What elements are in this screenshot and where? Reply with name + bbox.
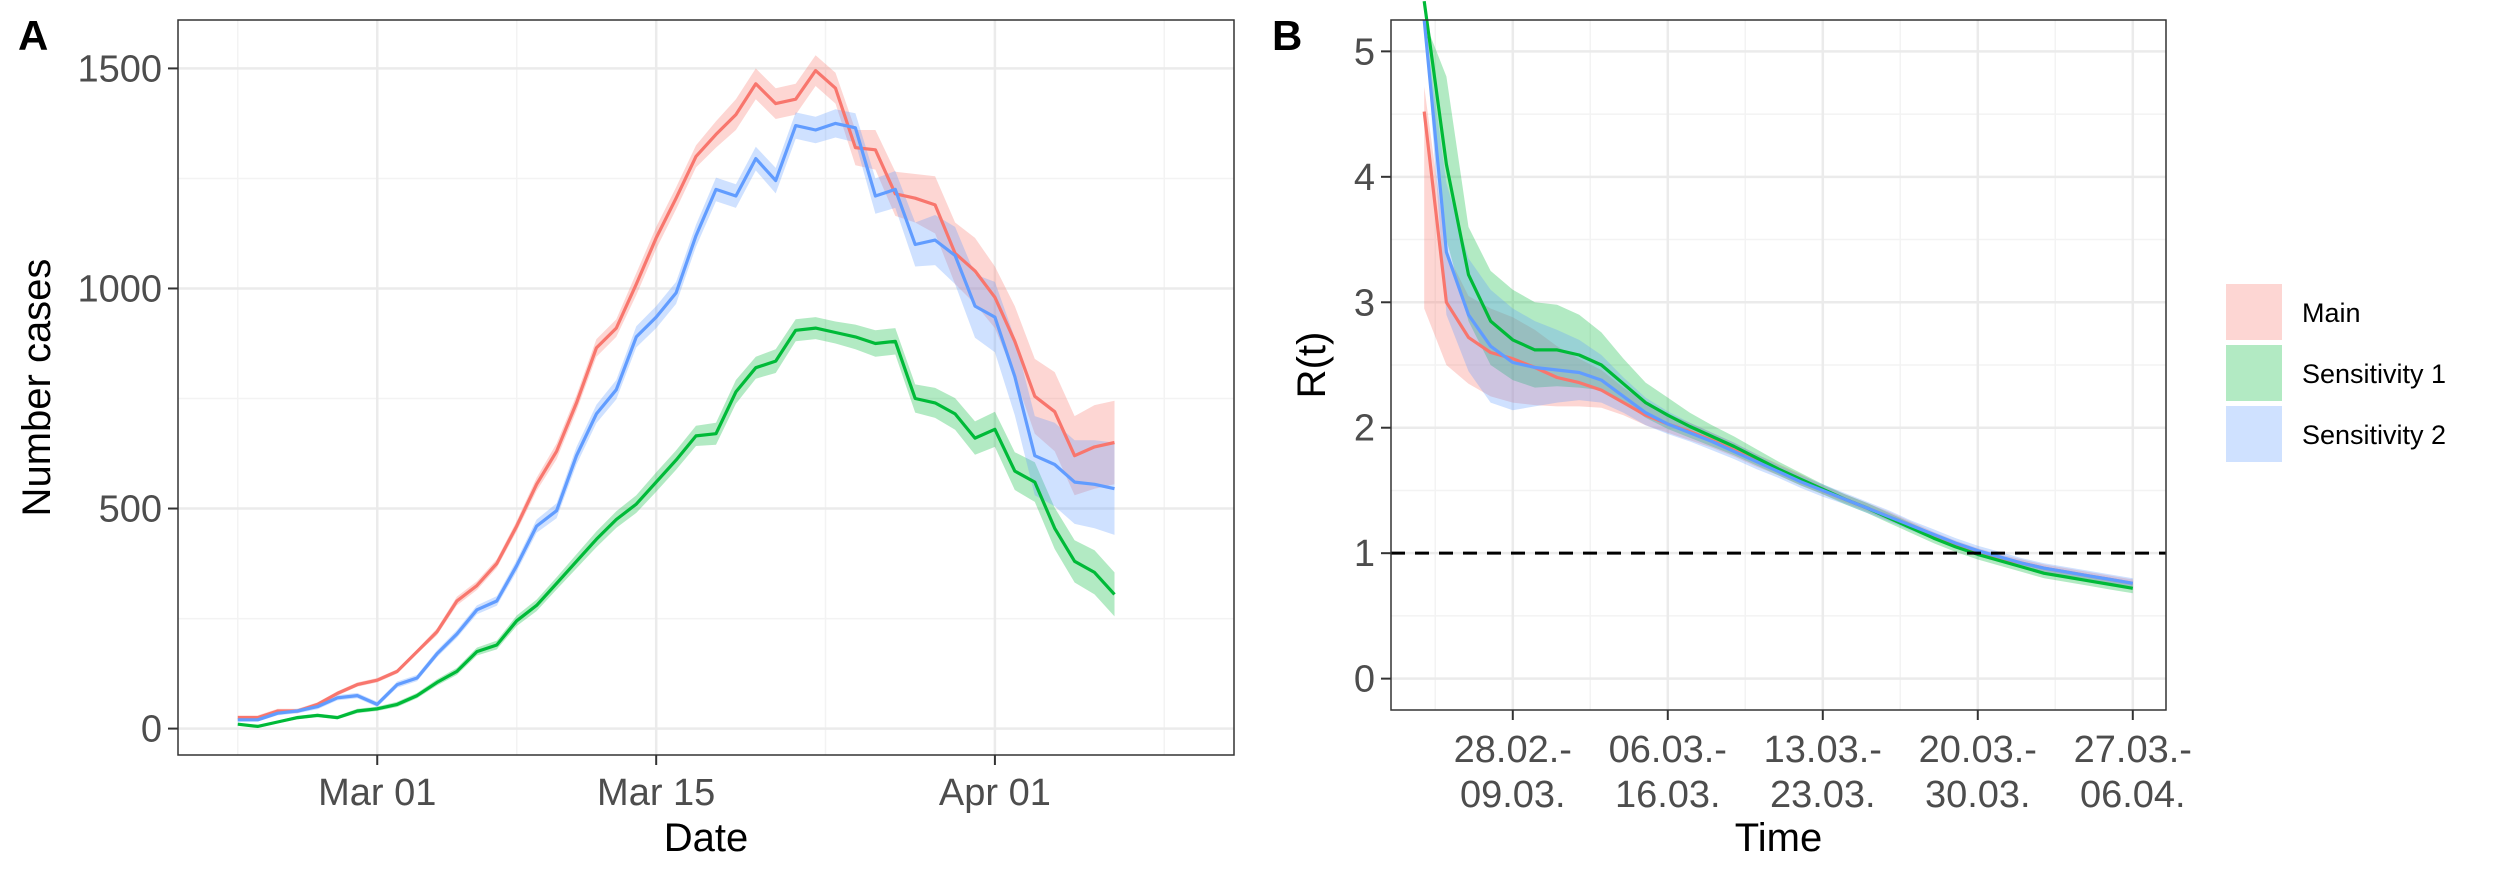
- x-tick-label-line2: 09.03.: [1460, 774, 1566, 816]
- panel-b-x-axis: 28.02.-09.03. 06.03.-16.03. 13.03.-23.03. 2…: [1454, 710, 2192, 816]
- legend-label: Sensitivity 1: [2302, 359, 2446, 389]
- panel-a-label: A: [18, 12, 48, 59]
- line-sensitivity-2: [237, 121, 1115, 722]
- panel-a-series-lines: [237, 69, 1116, 728]
- x-tick-label-line1: 13.03.-: [1764, 729, 1882, 771]
- legend-label: Sensitivity 2: [2302, 420, 2446, 450]
- x-tick-label-line2: 23.03.: [1770, 774, 1876, 816]
- legend-label: Main: [2302, 298, 2361, 328]
- panel-b-minor-grid: [1391, 20, 2166, 710]
- panel-a-x-axis-title: Date: [664, 816, 749, 860]
- y-tick-label: 3: [1354, 282, 1375, 324]
- panel-a-x-axis: Mar 01 Mar 15 Apr 01: [318, 755, 1051, 814]
- panel-b-label: B: [1272, 12, 1302, 59]
- panel-b-confidence-ribbons: [1424, 20, 2133, 594]
- x-tick-label-line1: 06.03.-: [1609, 729, 1727, 771]
- y-tick-label: 0: [141, 709, 162, 751]
- x-tick-label-line1: 28.02.-: [1454, 729, 1572, 771]
- x-tick-label: Apr 01: [939, 772, 1051, 814]
- legend-key-main: [2226, 284, 2282, 340]
- ribbon-main: [237, 55, 1115, 720]
- line-sensitivity-2: [1422, 19, 2134, 585]
- panel-b-y-axis-title: R(t): [1290, 332, 1334, 399]
- panel-b: B 0 1 2 3 4 5 28.02.-09.03. 06.03.-16.03. 13.03…: [1272, 0, 2192, 860]
- y-tick-label: 500: [99, 489, 162, 531]
- panel-a-plot-background: [178, 20, 1234, 755]
- y-tick-label: 1: [1354, 533, 1375, 575]
- y-tick-label: 1000: [77, 268, 162, 310]
- legend: Main Sensitivity 1 Sensitivity 2: [2226, 284, 2446, 462]
- panel-b-x-axis-title: Time: [1735, 816, 1822, 860]
- y-tick-label: 5: [1354, 31, 1375, 73]
- x-tick-label-line2: 06.04.: [2080, 774, 2186, 816]
- panel-a-y-axis-title: Number cases: [15, 259, 59, 517]
- panel-b-plot-border: [1390, 19, 2167, 711]
- x-tick-label-line1: 20.03.-: [1919, 729, 2037, 771]
- line-sensitivity-1: [237, 326, 1116, 728]
- panel-a: A 0 500 1000 1500 Mar 01 Mar 15 Apr 01 Date N…: [15, 12, 1235, 860]
- y-tick-label: 2: [1354, 408, 1375, 450]
- line-sensitivity-1: [1422, 0, 2134, 590]
- panel-a-major-grid: [178, 20, 1234, 755]
- x-tick-label: Mar 01: [318, 772, 436, 814]
- panel-a-confidence-ribbons: [237, 55, 1115, 728]
- panel-b-series-lines: [1422, 0, 2134, 590]
- x-tick-label: Mar 15: [597, 772, 715, 814]
- panel-a-plot-border: [177, 19, 1235, 756]
- panel-b-y-axis: 0 1 2 3 4 5: [1354, 31, 1391, 701]
- y-tick-label: 0: [1354, 659, 1375, 701]
- ribbon-sensitivity-2: [1424, 20, 2133, 589]
- legend-key-sensitivity-2: [2226, 406, 2282, 462]
- legend-key-sensitivity-1: [2226, 345, 2282, 401]
- y-tick-label: 1500: [77, 48, 162, 90]
- panel-a-minor-grid: [178, 20, 1234, 755]
- x-tick-label-line2: 16.03.: [1615, 774, 1721, 816]
- x-tick-label-line1: 27.03.-: [2074, 729, 2192, 771]
- x-tick-label-line2: 30.03.: [1925, 774, 2031, 816]
- line-main: [237, 69, 1115, 720]
- y-tick-label: 4: [1354, 157, 1375, 199]
- panel-a-y-axis: 0 500 1000 1500: [77, 48, 178, 751]
